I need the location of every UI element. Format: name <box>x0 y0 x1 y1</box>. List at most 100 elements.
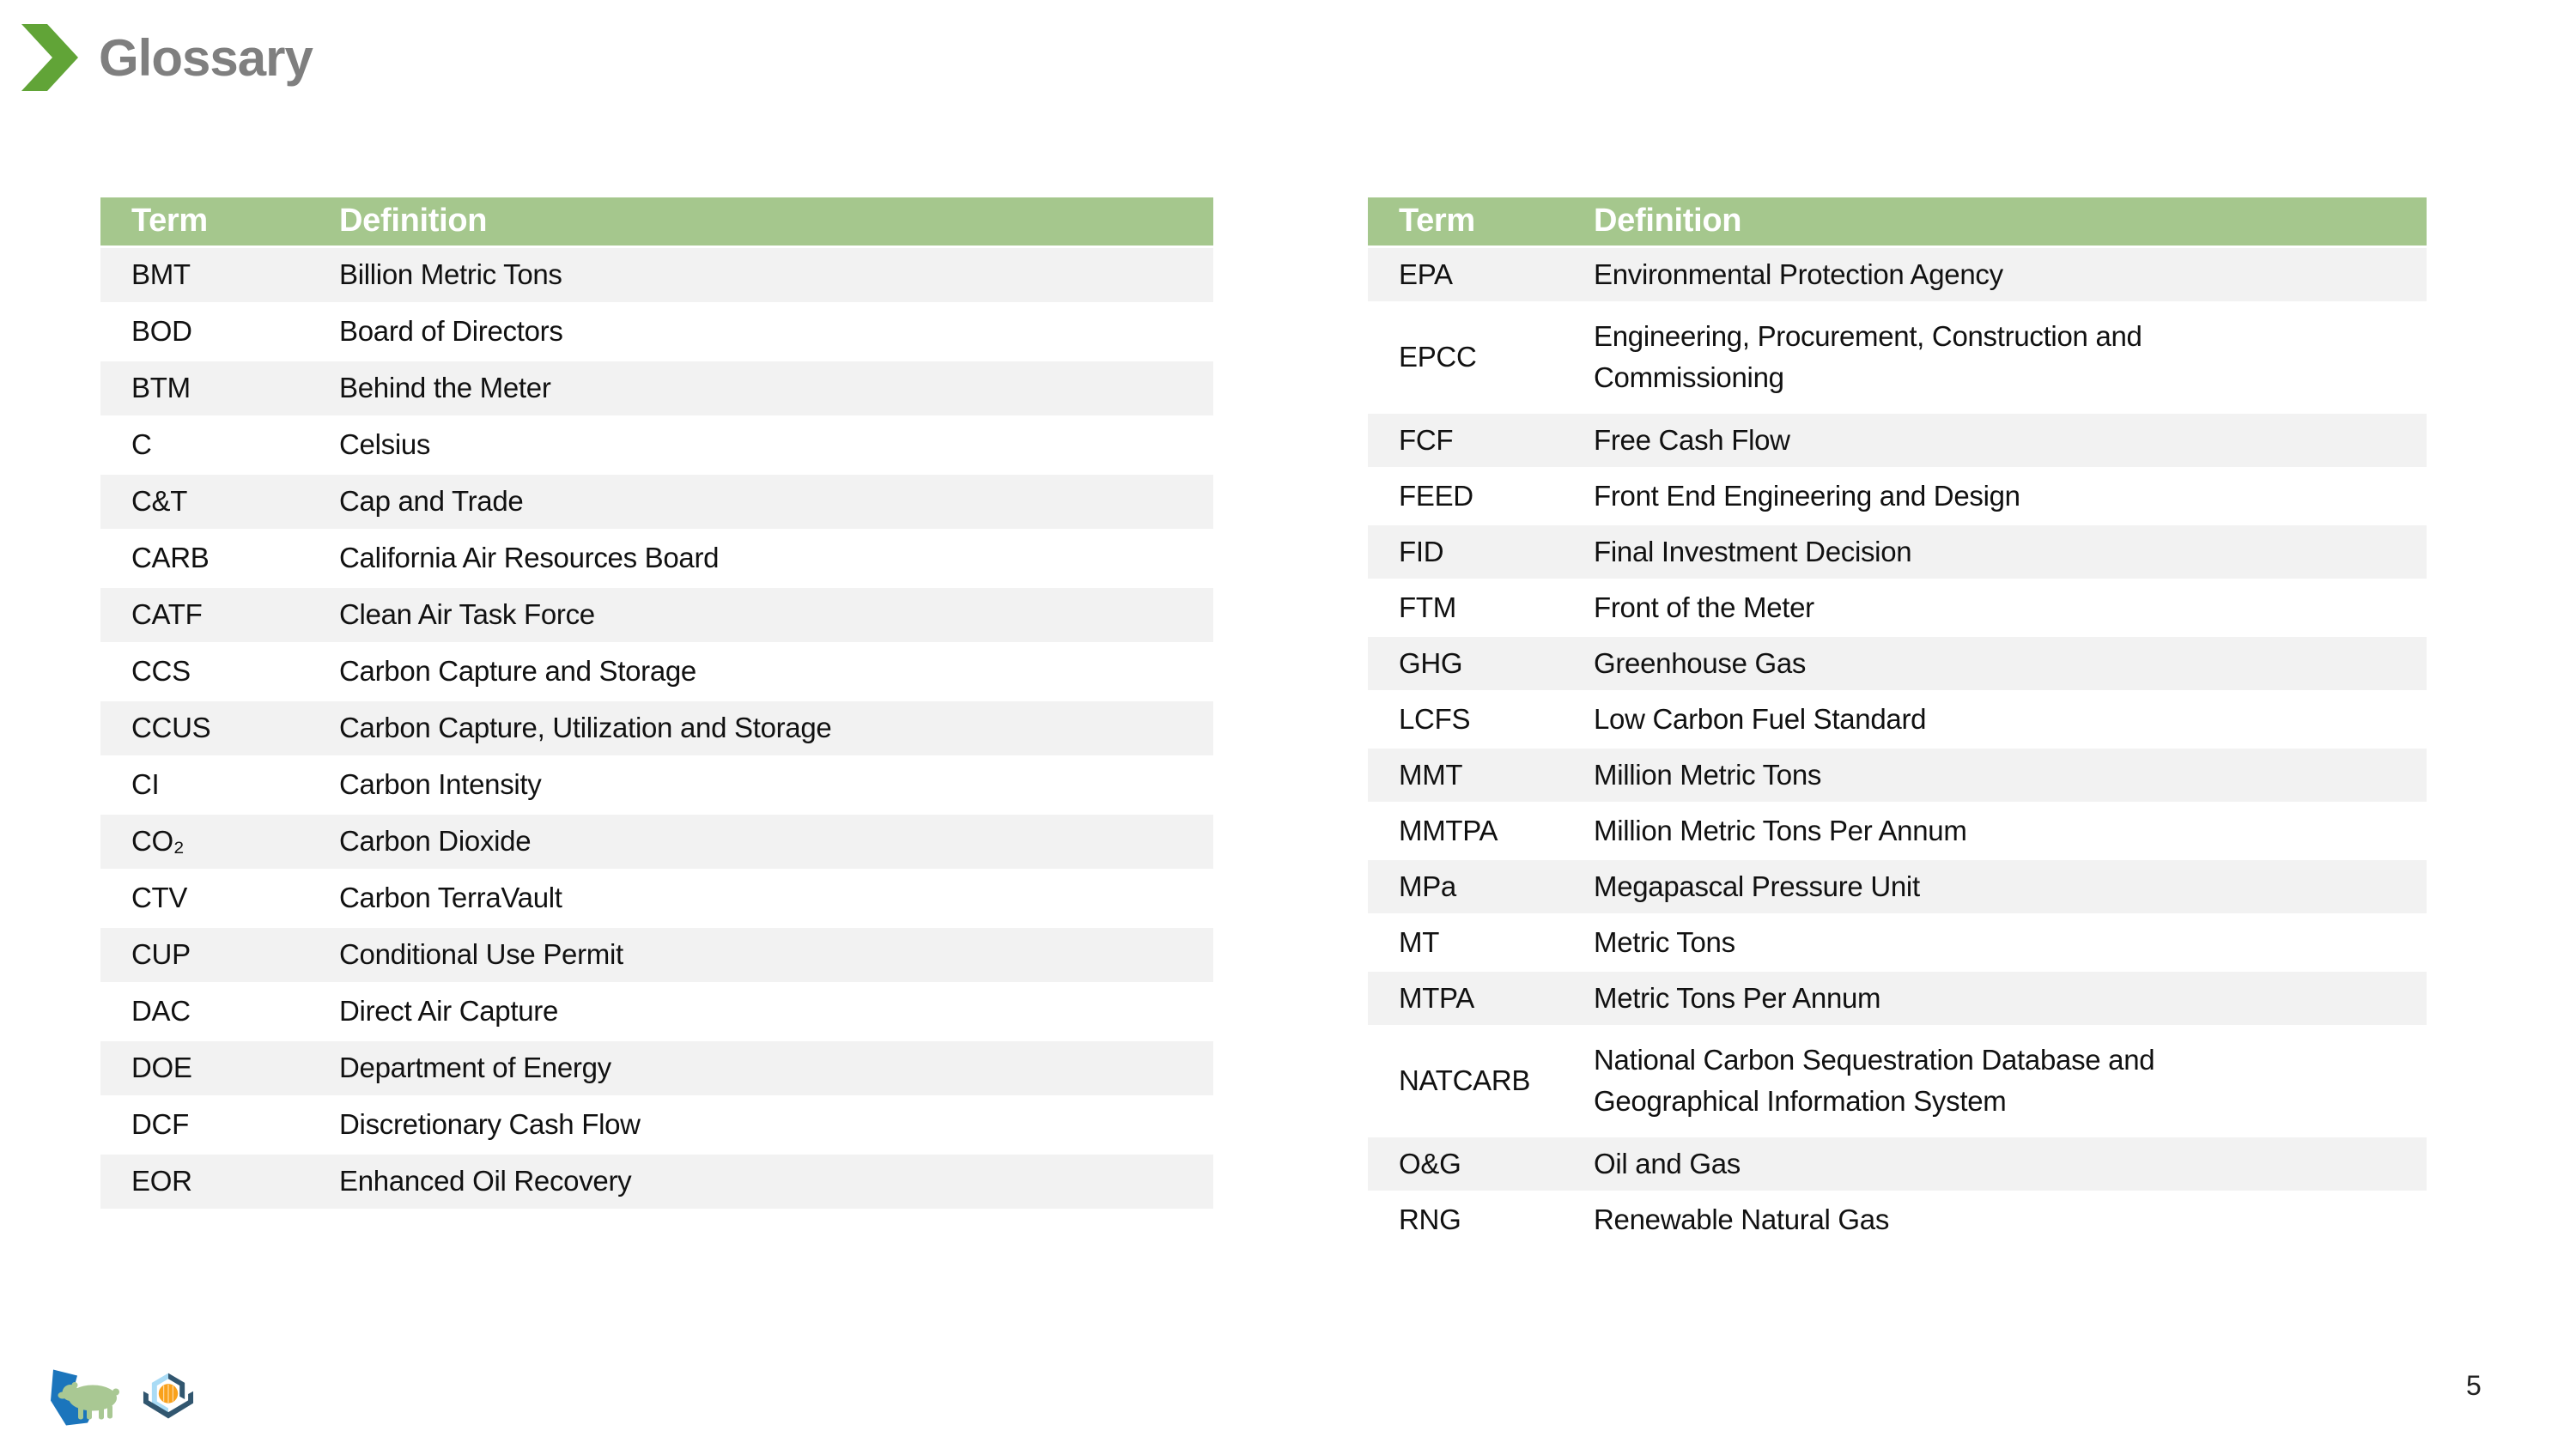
glossary-table-right: Term Definition EPA Environmental Protecti… <box>1368 197 2427 1249</box>
definition-cell: Megapascal Pressure Unit <box>1594 870 1920 902</box>
term-cell: MT <box>1399 925 1440 958</box>
definition-cell: National Carbon Sequestration Database a… <box>1594 1044 2155 1117</box>
table-row: MTPA Metric Tons Per Annum <box>1368 970 2427 1026</box>
table-row: CTV Carbon TerraVault <box>100 870 1213 926</box>
table-row: DOE Department of Energy <box>100 1040 1213 1096</box>
term-cell: CUP <box>131 938 191 971</box>
table-row: GHG Greenhouse Gas <box>1368 635 2427 691</box>
definition-cell: Environmental Protection Agency <box>1594 258 2003 290</box>
definition-cell: Enhanced Oil Recovery <box>339 1165 632 1197</box>
header-row: Term Definition <box>100 197 1213 246</box>
definition-cell: Front of the Meter <box>1594 591 1814 623</box>
table-row: EOR Enhanced Oil Recovery <box>100 1153 1213 1210</box>
table-row: C&T Cap and Trade <box>100 473 1213 530</box>
definition-cell: Carbon Capture, Utilization and Storage <box>339 712 832 744</box>
table-row: CARB California Air Resources Board <box>100 530 1213 586</box>
term-cell: CTV <box>131 882 188 914</box>
table-row: O&G Oil and Gas <box>1368 1136 2427 1191</box>
term-cell: FID <box>1399 535 1444 567</box>
definition-cell: Renewable Natural Gas <box>1594 1203 1890 1235</box>
table-row: DAC Direct Air Capture <box>100 983 1213 1040</box>
term-cell: CCS <box>131 655 191 688</box>
table-row: NATCARB National Carbon Sequestration Dat… <box>1368 1026 2427 1136</box>
slide-title-bar: Glossary <box>21 24 313 91</box>
term-cell: C&T <box>131 485 188 518</box>
page-title: Glossary <box>99 28 313 87</box>
definition-cell: Free Cash Flow <box>1594 423 1790 456</box>
table-row: EPCC Engineering, Procurement, Constructi… <box>1368 302 2427 412</box>
definition-cell: Oil and Gas <box>1594 1147 1741 1179</box>
table-row: LCFS Low Carbon Fuel Standard <box>1368 691 2427 747</box>
table-row: FTM Front of the Meter <box>1368 579 2427 635</box>
carbon-terravault-logo <box>143 1373 194 1419</box>
definition-cell: Behind the Meter <box>339 372 551 404</box>
term-cell: BMT <box>131 258 191 291</box>
definition-cell: Carbon Intensity <box>339 768 542 801</box>
definition-cell: Carbon TerraVault <box>339 882 562 914</box>
definition-cell: Carbon Dioxide <box>339 825 532 858</box>
term-cell: BTM <box>131 372 191 404</box>
term-cell: DCF <box>131 1108 189 1141</box>
definition-cell: Conditional Use Permit <box>339 938 623 971</box>
term-cell: RNG <box>1399 1203 1461 1235</box>
definition-cell: California Air Resources Board <box>339 542 720 574</box>
table-row: MT Metric Tons <box>1368 914 2427 970</box>
term-cell: EPA <box>1399 258 1453 290</box>
term-cell: CARB <box>131 542 210 574</box>
term-cell: FEED <box>1399 479 1473 512</box>
term-cell: LCFS <box>1399 702 1471 735</box>
table-row: CI Carbon Intensity <box>100 756 1213 813</box>
definition-cell: Million Metric Tons Per Annum <box>1594 814 1967 846</box>
definition-cell: Greenhouse Gas <box>1594 646 1807 679</box>
term-cell: CO₂ <box>131 825 185 858</box>
term-cell: MMTPA <box>1399 814 1498 846</box>
definition-cell: Direct Air Capture <box>339 995 559 1028</box>
definition-cell: Department of Energy <box>339 1052 611 1084</box>
column-header-term: Term <box>1399 203 1475 239</box>
term-cell: EPCC <box>1399 341 1477 373</box>
definition-cell: Metric Tons <box>1594 925 1735 958</box>
table-row: FID Final Investment Decision <box>1368 524 2427 579</box>
term-cell: O&G <box>1399 1147 1461 1179</box>
term-cell: GHG <box>1399 646 1463 679</box>
header-row: Term Definition <box>1368 197 2427 246</box>
term-cell: BOD <box>131 315 192 348</box>
table-row: BMT Billion Metric Tons <box>100 246 1213 303</box>
definition-cell: Final Investment Decision <box>1594 535 1912 567</box>
table-row: MMTPA Million Metric Tons Per Annum <box>1368 803 2427 858</box>
definition-cell: Million Metric Tons <box>1594 758 1822 791</box>
table-row: CATF Clean Air Task Force <box>100 586 1213 643</box>
footer-logos <box>40 1367 197 1433</box>
definition-cell: Carbon Capture and Storage <box>339 655 696 688</box>
table-row: FCF Free Cash Flow <box>1368 412 2427 468</box>
definition-cell: Discretionary Cash Flow <box>339 1108 641 1141</box>
term-cell: FCF <box>1399 423 1454 456</box>
term-cell: DAC <box>131 995 191 1028</box>
definition-cell: Engineering, Procurement, Construction a… <box>1594 320 2142 393</box>
term-cell: CCUS <box>131 712 211 744</box>
table-row: CCUS Carbon Capture, Utilization and Stor… <box>100 700 1213 756</box>
term-cell: MPa <box>1399 870 1456 902</box>
table-row: EPA Environmental Protection Agency <box>1368 246 2427 302</box>
column-header-term: Term <box>131 203 208 239</box>
term-cell: CI <box>131 768 160 801</box>
table-row: BOD Board of Directors <box>100 303 1213 360</box>
column-header-definition: Definition <box>339 203 488 239</box>
table-row: RNG Renewable Natural Gas <box>1368 1191 2427 1247</box>
definition-cell: Clean Air Task Force <box>339 598 595 631</box>
term-cell: DOE <box>131 1052 192 1084</box>
term-cell: MMT <box>1399 758 1463 791</box>
definition-cell: Billion Metric Tons <box>339 258 562 291</box>
california-bear-logo <box>51 1369 119 1426</box>
definition-cell: Board of Directors <box>339 315 563 348</box>
table-row: CO₂ Carbon Dioxide <box>100 813 1213 870</box>
term-cell: C <box>131 428 152 461</box>
term-cell: CATF <box>131 598 203 631</box>
term-cell: NATCARB <box>1399 1064 1531 1097</box>
definition-cell: Celsius <box>339 428 431 461</box>
table-row: CUP Conditional Use Permit <box>100 926 1213 983</box>
chevron-right-icon <box>21 24 78 91</box>
table-header: Term Definition <box>1368 197 2427 246</box>
definition-cell: Front End Engineering and Design <box>1594 479 2020 512</box>
table-row: DCF Discretionary Cash Flow <box>100 1096 1213 1153</box>
